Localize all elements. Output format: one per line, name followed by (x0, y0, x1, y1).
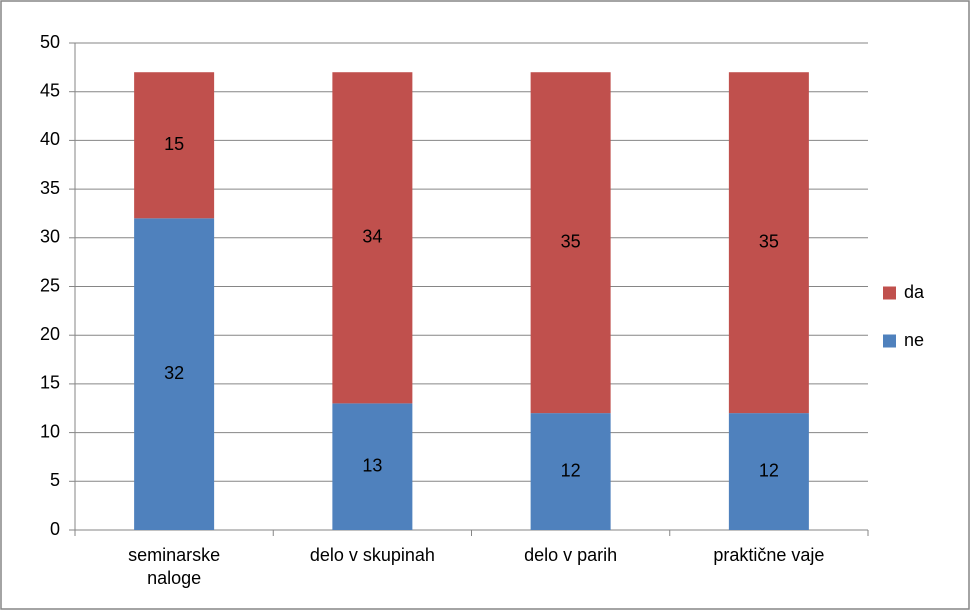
bar-segment (134, 218, 215, 530)
y-tick-label: 20 (40, 324, 60, 344)
y-tick-label: 10 (40, 421, 60, 441)
bar-segment (332, 72, 413, 404)
data-label: 34 (362, 227, 382, 247)
bar-segment (530, 413, 611, 530)
data-label: 35 (759, 231, 779, 251)
x-tick-label: delo v parih (524, 545, 618, 565)
legend-label: da (904, 282, 925, 302)
data-label: 12 (759, 460, 779, 480)
legend-swatch (883, 286, 896, 300)
data-label: 35 (561, 231, 581, 251)
y-tick-label: 5 (50, 470, 60, 490)
bar-segment (728, 72, 809, 414)
data-label: 32 (164, 363, 184, 383)
x-tick-label: seminarske naloge (128, 545, 221, 588)
y-tick-label: 35 (40, 178, 60, 198)
bar-segment (134, 72, 215, 219)
legend-label: ne (904, 330, 924, 350)
y-tick-label: 40 (40, 129, 60, 149)
bar-segment (728, 413, 809, 530)
bar-segment (530, 72, 611, 414)
x-tick-label: delo v skupinah (309, 545, 435, 565)
y-tick-label: 15 (40, 373, 60, 393)
bar-segment (332, 403, 413, 530)
y-tick-label: 0 (50, 519, 60, 539)
y-tick-label: 45 (40, 80, 60, 100)
y-tick-label: 50 (40, 32, 60, 52)
data-label: 13 (362, 455, 382, 475)
y-tick-label: 30 (40, 227, 60, 247)
data-label: 15 (164, 134, 184, 154)
legend-swatch (883, 334, 896, 348)
y-tick-label: 25 (40, 275, 60, 295)
x-tick-label: praktične vaje (713, 545, 825, 565)
data-label: 12 (561, 460, 581, 480)
